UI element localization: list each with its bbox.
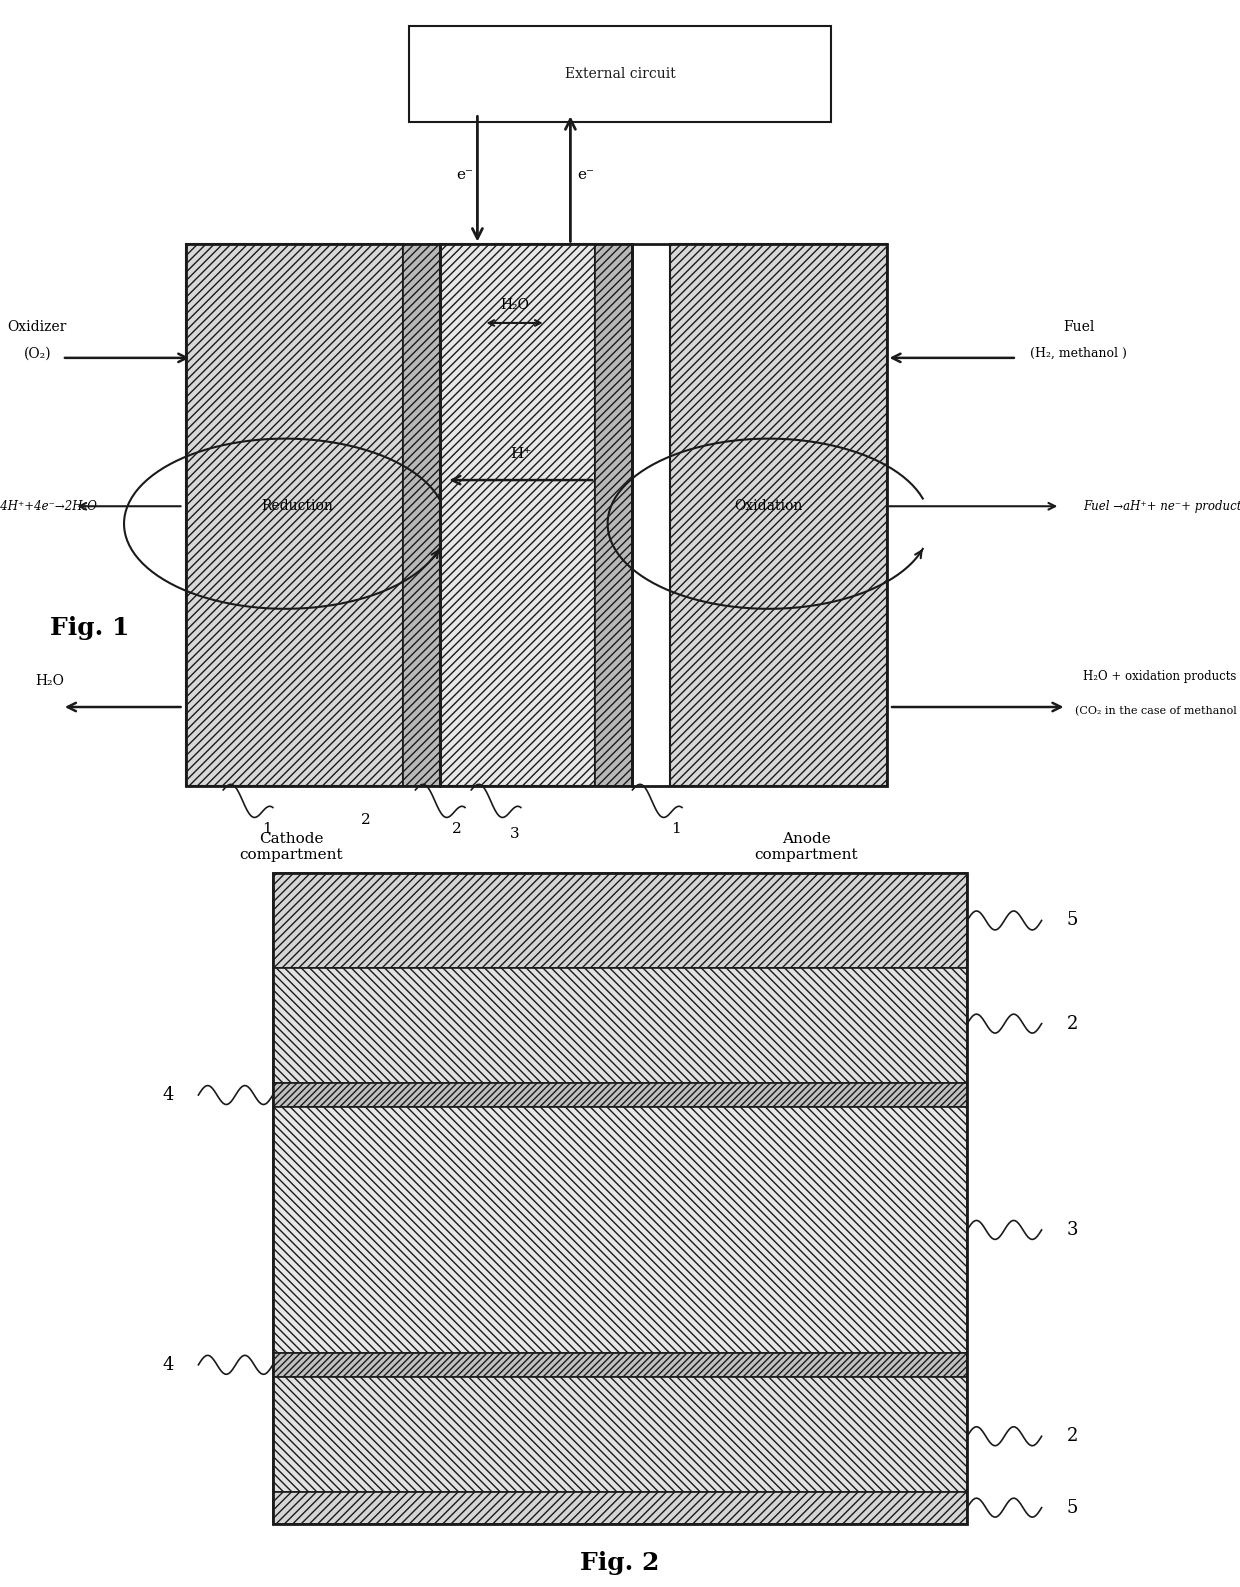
Text: 1: 1 (262, 822, 272, 836)
Bar (670, 244, 887, 786)
Text: H₂O + oxidation products: H₂O + oxidation products (1083, 670, 1236, 682)
FancyBboxPatch shape (409, 25, 831, 122)
Text: 5: 5 (1066, 911, 1078, 930)
Text: H⁺: H⁺ (510, 448, 532, 460)
Bar (273, 968, 967, 1082)
Text: Fuel: Fuel (1063, 321, 1095, 335)
Text: O₂+4H⁺+4e⁻→2H₂O: O₂+4H⁺+4e⁻→2H₂O (0, 500, 98, 513)
Text: External circuit: External circuit (564, 67, 676, 81)
Text: Reduction: Reduction (262, 500, 334, 513)
Text: H₂O: H₂O (500, 298, 529, 313)
Text: Anode
compartment: Anode compartment (754, 832, 858, 862)
Text: Fig. 2: Fig. 2 (580, 1550, 660, 1576)
Bar (632, 244, 887, 786)
Text: 2: 2 (1066, 1427, 1078, 1446)
Bar (186, 244, 440, 786)
Text: Cathode
compartment: Cathode compartment (239, 832, 343, 862)
Text: (CO₂ in the case of methanol ): (CO₂ in the case of methanol ) (1075, 706, 1240, 716)
Bar (273, 873, 967, 1524)
Text: Fuel →aH⁺+ ne⁻+ products: Fuel →aH⁺+ ne⁻+ products (1084, 500, 1240, 513)
Text: Fig. 1: Fig. 1 (50, 616, 129, 641)
Text: 5: 5 (1066, 1498, 1078, 1517)
Text: e⁻: e⁻ (577, 168, 594, 181)
Text: 3: 3 (1066, 1220, 1078, 1239)
Bar (440, 244, 632, 786)
Bar (273, 1108, 967, 1352)
Text: 4: 4 (162, 1355, 174, 1374)
Bar (273, 1492, 967, 1524)
Text: Oxidation: Oxidation (734, 500, 804, 513)
Text: 4: 4 (162, 1086, 174, 1105)
Text: 2: 2 (1066, 1014, 1078, 1033)
Bar (273, 1376, 967, 1492)
Bar (273, 873, 967, 968)
Bar (186, 244, 403, 786)
Text: H₂O: H₂O (35, 674, 64, 687)
Text: 3: 3 (510, 827, 520, 841)
Text: 1: 1 (671, 822, 681, 836)
Text: (H₂, methanol ): (H₂, methanol ) (1030, 348, 1127, 360)
Text: (O₂): (O₂) (24, 346, 51, 360)
Text: e⁻: e⁻ (456, 168, 474, 181)
Bar (595, 244, 632, 786)
Bar (273, 1082, 967, 1108)
Text: 2: 2 (361, 814, 371, 827)
Bar (403, 244, 440, 786)
Bar (273, 1352, 967, 1376)
Text: Oxidizer: Oxidizer (7, 321, 67, 335)
Bar (440, 244, 595, 786)
Text: 2: 2 (451, 822, 461, 836)
